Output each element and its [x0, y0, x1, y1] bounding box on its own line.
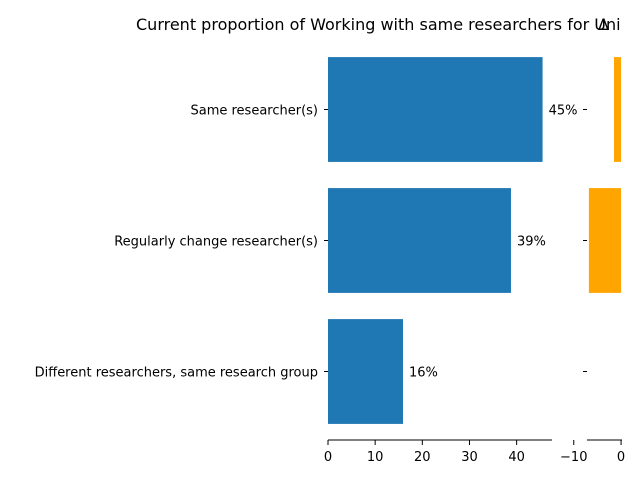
main-chart: 45% Same researcher(s) 39% Regularly change… [35, 57, 578, 465]
data-label: 39% [517, 235, 546, 250]
category-label: Same researcher(s) [190, 104, 318, 119]
x-tick-label: 40 [508, 450, 525, 465]
data-label: 16% [409, 366, 438, 381]
bar [328, 319, 403, 424]
delta-bar [588, 188, 622, 293]
x-tick-label: 0 [324, 450, 332, 465]
chart-title: Current proportion of Working with same … [136, 15, 621, 34]
bar [328, 188, 511, 293]
delta-bar [613, 57, 622, 162]
delta-x-tick-label: 0 [617, 450, 625, 465]
delta-chart: −10 0 [560, 57, 625, 465]
delta-x-tick-label: −10 [560, 450, 587, 465]
bar [328, 57, 543, 162]
x-tick-label: 20 [414, 450, 431, 465]
category-label: Regularly change researcher(s) [114, 235, 318, 250]
category-label: Different researchers, same research gro… [35, 366, 318, 381]
delta-chart-title: Δ [598, 15, 609, 34]
x-tick-label: 30 [461, 450, 478, 465]
data-label: 45% [549, 104, 578, 119]
x-tick-label: 10 [367, 450, 384, 465]
